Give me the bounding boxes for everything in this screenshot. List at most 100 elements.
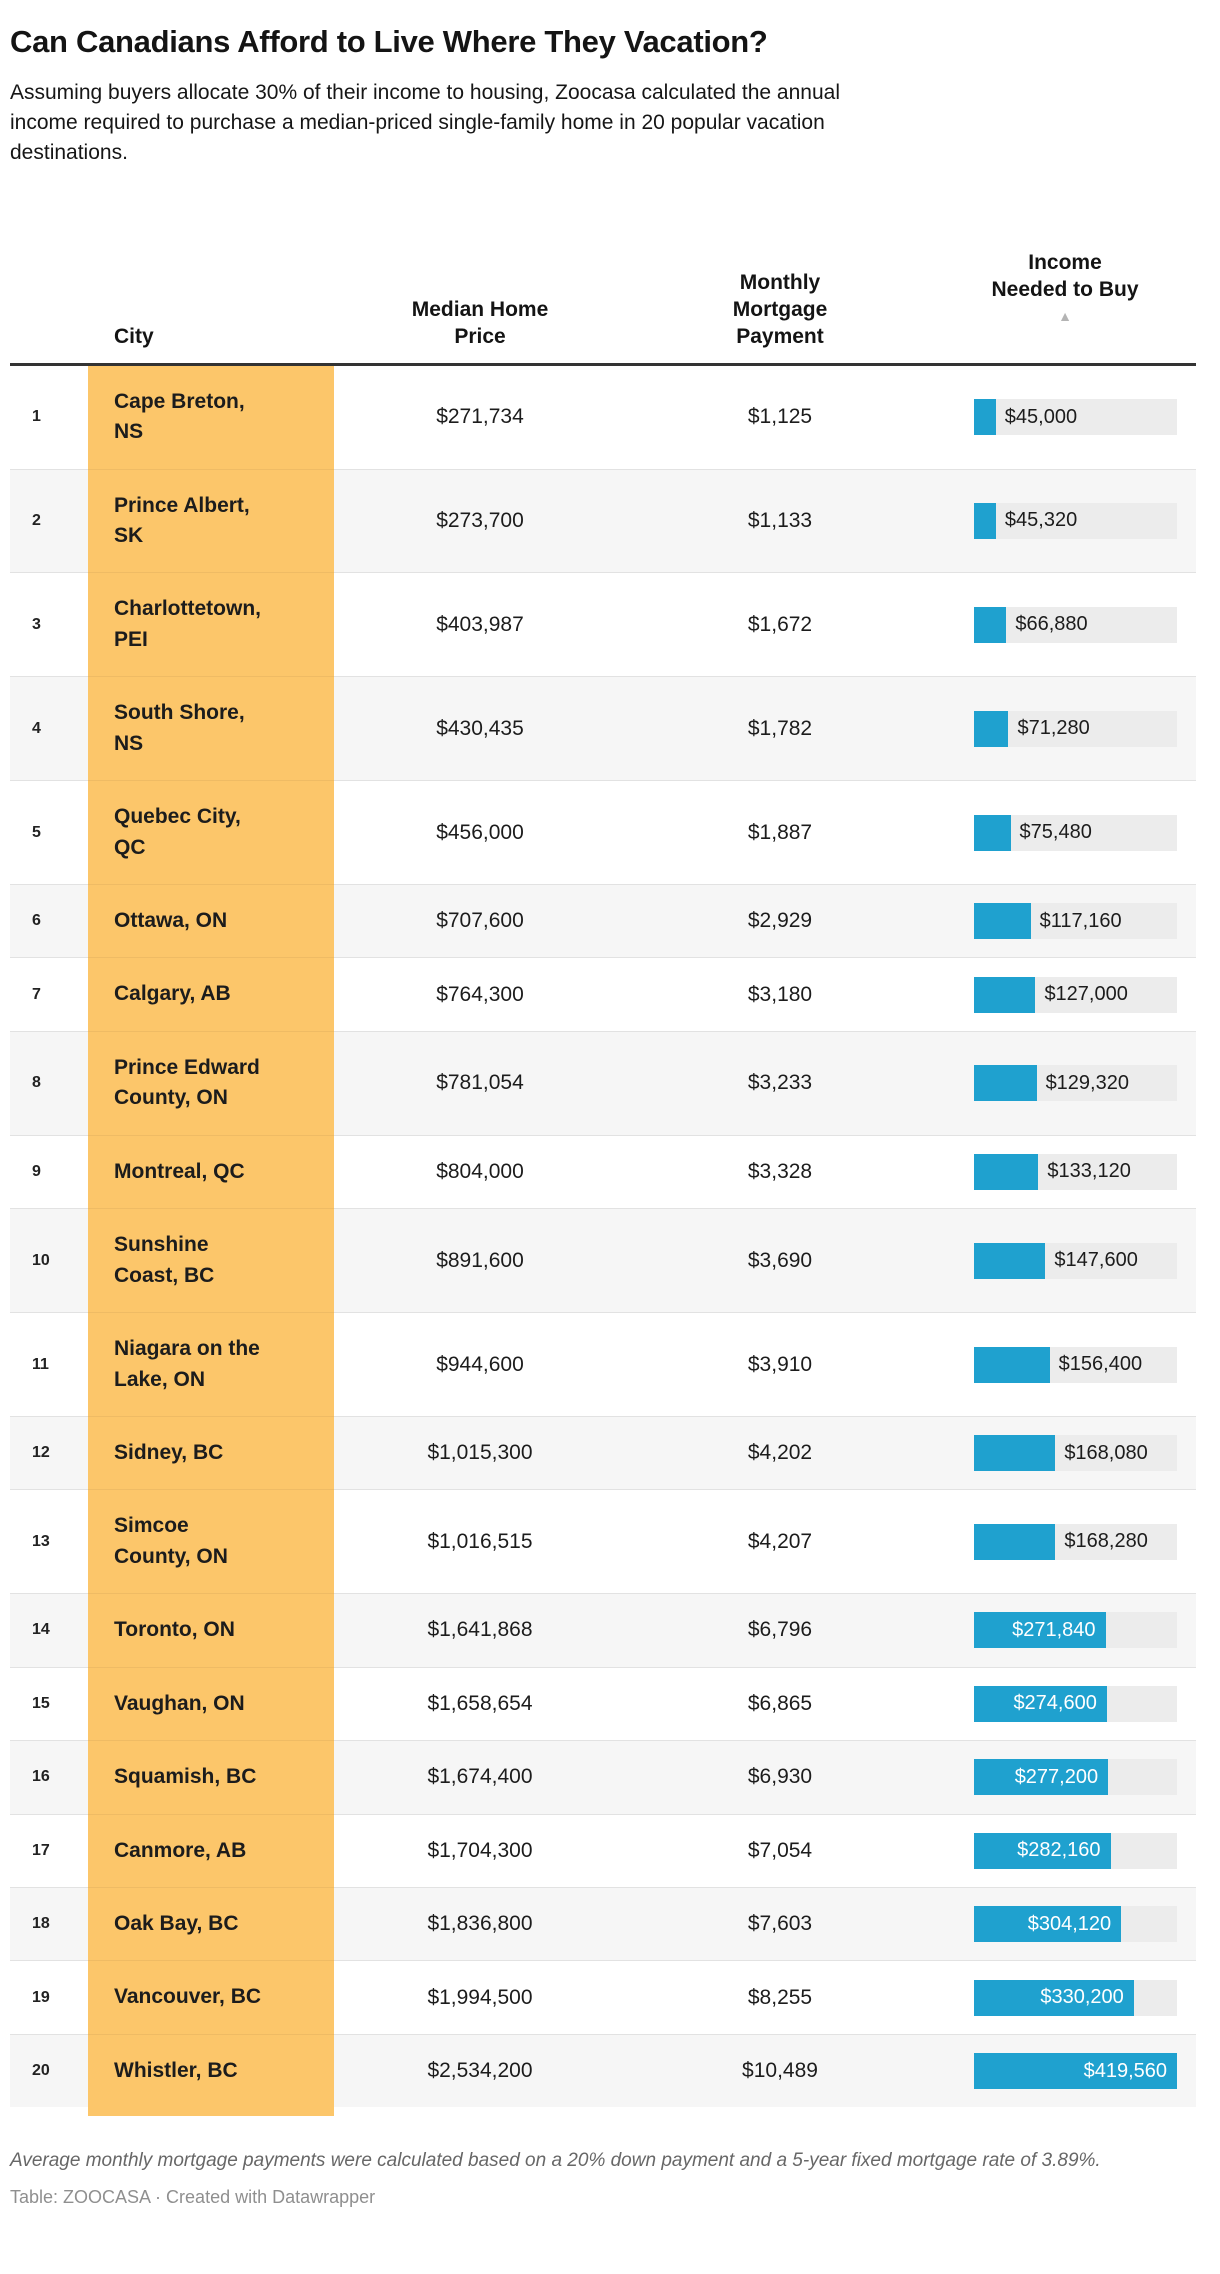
- income-needed-cell: $129,320: [934, 1030, 1196, 1136]
- row-number: 13: [10, 1489, 88, 1594]
- income-bar-track: $71,280: [974, 710, 1177, 747]
- sort-asc-icon[interactable]: ▲: [1058, 308, 1072, 325]
- median-home-price-cell: $273,700: [334, 468, 626, 573]
- city-cell: Prince Albert, SK: [88, 468, 334, 573]
- city-cell: Squamish, BC: [88, 1740, 334, 1815]
- median-home-price-cell: $456,000: [334, 780, 626, 885]
- income-bar-label: $45,000: [1004, 405, 1078, 428]
- income-bar-label: $147,600: [1054, 1249, 1138, 1272]
- row-number: 14: [10, 1593, 88, 1668]
- column-header-income-label: Income Needed to Buy: [991, 250, 1139, 302]
- city-cell: Ottawa, ON: [88, 883, 334, 958]
- income-needed-cell: $282,160: [934, 1813, 1196, 1888]
- monthly-mortgage-cell: $1,125: [747, 405, 813, 429]
- row-number: 12: [10, 1415, 88, 1490]
- income-needed-cell: $274,600: [934, 1666, 1196, 1741]
- table-row: 15 Vaughan, ON $1,658,654 $6,865 $274,60…: [10, 1666, 1196, 1741]
- income-bar-track: $271,840: [974, 1612, 1177, 1649]
- median-home-price-cell: $1,674,400: [334, 1740, 626, 1815]
- median-home-price-cell: $804,000: [334, 1134, 626, 1209]
- row-number: 18: [10, 1886, 88, 1961]
- city-cell: Oak Bay, BC: [88, 1886, 334, 1961]
- income-bar-track: $117,160: [974, 903, 1177, 940]
- income-bar: $282,160: [974, 1832, 1111, 1869]
- row-number: 4: [10, 676, 88, 781]
- income-bar-label: $330,200: [1040, 1986, 1124, 2009]
- column-header-city[interactable]: City: [88, 221, 334, 366]
- monthly-mortgage-cell: $6,796: [626, 1593, 934, 1668]
- affordability-table: City Median Home Price Monthly Mortgage …: [10, 221, 1196, 2117]
- income-bar: [974, 1346, 1050, 1383]
- table-row: 1 Cape Breton, NS $271,734 $1,125 $45,00…: [10, 364, 1196, 469]
- row-number: 1: [32, 408, 41, 426]
- income-bar: [974, 814, 1011, 851]
- income-bar-track: $129,320: [974, 1065, 1177, 1102]
- income-bar: $271,840: [974, 1612, 1106, 1649]
- income-bar-label: $45,320: [1004, 509, 1078, 532]
- city-cell: Whistler, BC: [88, 2033, 334, 2108]
- city-cell: Charlottetown, PEI: [88, 572, 334, 677]
- income-bar: [974, 976, 1036, 1013]
- income-needed-cell: $304,120: [934, 1886, 1196, 1961]
- income-bar-label: $168,080: [1064, 1441, 1148, 1464]
- income-bar-track: $156,400: [974, 1346, 1177, 1383]
- city-cell: South Shore, NS: [88, 676, 334, 781]
- row-number: 5: [10, 780, 88, 885]
- row-number: 8: [10, 1030, 88, 1136]
- city-cell: Vaughan, ON: [88, 1666, 334, 1741]
- row-number: 20: [10, 2033, 88, 2108]
- income-bar-track: $168,080: [974, 1435, 1177, 1472]
- median-home-price-cell: $403,987: [334, 572, 626, 677]
- median-home-price-cell: $1,641,868: [334, 1593, 626, 1668]
- row-number: 7: [10, 957, 88, 1032]
- income-needed-cell: $117,160: [934, 883, 1196, 958]
- column-header-monthly-mortgage[interactable]: Monthly Mortgage Payment: [626, 221, 934, 366]
- table-header: City Median Home Price Monthly Mortgage …: [10, 221, 1196, 366]
- median-home-price-cell: $944,600: [334, 1312, 626, 1417]
- column-header-income-needed[interactable]: Income Needed to Buy ▲: [934, 221, 1196, 366]
- income-bar: [974, 606, 1007, 643]
- income-bar-track: $45,000: [974, 399, 1177, 436]
- income-bar-label: $117,160: [1039, 909, 1122, 932]
- median-home-price-cell: $707,600: [334, 883, 626, 958]
- income-bar: $277,200: [974, 1759, 1109, 1796]
- city-cell: Vancouver, BC: [88, 1960, 334, 2035]
- income-needed-cell: $271,840: [934, 1593, 1196, 1668]
- monthly-mortgage-cell: $7,054: [626, 1813, 934, 1888]
- income-bar-label: $282,160: [1017, 1839, 1101, 1862]
- income-bar-label: $304,120: [1027, 1912, 1112, 1935]
- table-row: 3 Charlottetown, PEI $403,987 $1,672 $66…: [10, 572, 1196, 677]
- median-home-price-cell: $1,836,800: [334, 1886, 626, 1961]
- table-row: 9 Montreal, QC $804,000 $3,328 $133,120: [10, 1134, 1196, 1209]
- income-bar-track: $419,560: [974, 2053, 1177, 2090]
- monthly-mortgage-cell: $4,202: [626, 1415, 934, 1490]
- income-bar: [974, 1242, 1046, 1279]
- table-row: 20 Whistler, BC $2,534,200 $10,489 $419,…: [10, 2033, 1196, 2108]
- income-bar-label: $129,320: [1045, 1071, 1129, 1094]
- income-needed-cell: $168,280: [934, 1489, 1196, 1594]
- median-home-price-cell: $781,054: [334, 1030, 626, 1136]
- city-cell: Quebec City, QC: [88, 780, 334, 885]
- city-cell: Sidney, BC: [88, 1415, 334, 1490]
- row-number: 19: [10, 1960, 88, 2035]
- column-header-median-home-price[interactable]: Median Home Price: [334, 221, 626, 366]
- chart-subtitle: Assuming buyers allocate 30% of their in…: [10, 81, 840, 164]
- city-cell: Toronto, ON: [88, 1593, 334, 1668]
- median-home-price-cell: $891,600: [334, 1208, 626, 1313]
- income-bar-track: $66,880: [974, 606, 1177, 643]
- monthly-mortgage-cell: $3,910: [626, 1312, 934, 1417]
- income-bar-label: $271,840: [1012, 1618, 1096, 1641]
- income-bar-track: $274,600: [974, 1685, 1177, 1722]
- median-home-price-cell: $271,734: [436, 405, 524, 429]
- income-needed-cell: $330,200: [934, 1960, 1196, 2035]
- table-row: 17 Canmore, AB $1,704,300 $7,054 $282,16…: [10, 1813, 1196, 1888]
- monthly-mortgage-cell: $1,672: [626, 572, 934, 677]
- income-bar-label: $133,120: [1047, 1160, 1131, 1183]
- monthly-mortgage-cell: $1,133: [626, 468, 934, 573]
- monthly-mortgage-cell: $6,865: [626, 1666, 934, 1741]
- income-bar-track: $168,280: [974, 1523, 1177, 1560]
- income-bar-track: $133,120: [974, 1153, 1177, 1190]
- table-row: 10 Sunshine Coast, BC $891,600 $3,690 $1…: [10, 1208, 1196, 1313]
- income-needed-cell: $71,280: [934, 676, 1196, 781]
